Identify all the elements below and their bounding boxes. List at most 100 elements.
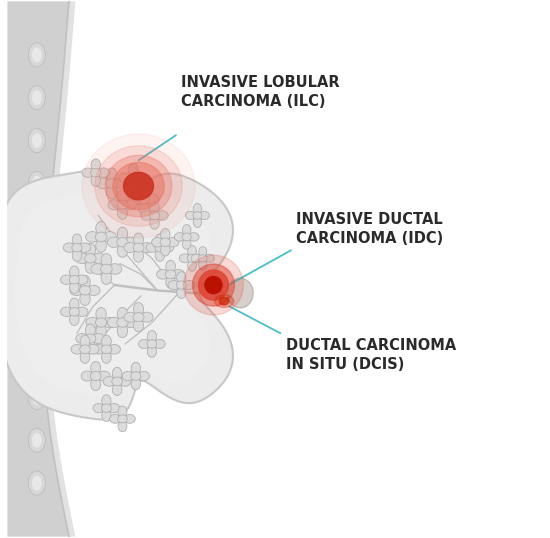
Ellipse shape [160, 238, 170, 246]
Ellipse shape [199, 270, 228, 300]
Ellipse shape [192, 264, 234, 306]
Ellipse shape [76, 307, 88, 316]
Ellipse shape [128, 173, 139, 182]
Ellipse shape [32, 305, 42, 320]
Ellipse shape [153, 339, 165, 349]
Ellipse shape [124, 414, 135, 423]
Ellipse shape [112, 367, 122, 380]
Ellipse shape [119, 377, 131, 386]
Ellipse shape [133, 313, 144, 322]
Ellipse shape [155, 249, 164, 261]
Ellipse shape [134, 233, 144, 246]
Polygon shape [0, 171, 233, 420]
Ellipse shape [32, 218, 42, 233]
Ellipse shape [112, 383, 122, 395]
Ellipse shape [28, 214, 46, 238]
Ellipse shape [97, 371, 110, 381]
Ellipse shape [183, 224, 191, 235]
Ellipse shape [179, 254, 190, 263]
Ellipse shape [155, 234, 164, 246]
Ellipse shape [91, 362, 101, 374]
Ellipse shape [32, 133, 42, 148]
Ellipse shape [157, 270, 169, 279]
Ellipse shape [117, 200, 128, 209]
Ellipse shape [188, 260, 196, 271]
Ellipse shape [93, 404, 104, 413]
Ellipse shape [97, 168, 109, 178]
Ellipse shape [85, 260, 96, 273]
Ellipse shape [80, 292, 90, 306]
Ellipse shape [96, 222, 106, 235]
Ellipse shape [193, 203, 201, 214]
Polygon shape [14, 193, 210, 397]
Ellipse shape [199, 260, 207, 270]
Ellipse shape [167, 238, 179, 247]
Ellipse shape [193, 212, 202, 219]
Ellipse shape [135, 173, 148, 183]
Ellipse shape [147, 340, 157, 348]
Ellipse shape [90, 372, 101, 380]
Ellipse shape [204, 254, 215, 263]
Ellipse shape [72, 234, 82, 246]
Ellipse shape [118, 421, 127, 431]
Ellipse shape [161, 229, 170, 240]
Ellipse shape [122, 371, 134, 381]
Ellipse shape [119, 173, 131, 183]
Ellipse shape [193, 217, 201, 228]
Ellipse shape [85, 243, 96, 257]
Ellipse shape [28, 171, 46, 195]
Ellipse shape [32, 47, 42, 62]
Text: INVASIVE DUCTAL
CARCINOMA (IDC): INVASIVE DUCTAL CARCINOMA (IDC) [296, 212, 444, 246]
Ellipse shape [118, 207, 128, 220]
Ellipse shape [60, 307, 73, 316]
Ellipse shape [102, 335, 111, 348]
Ellipse shape [82, 168, 94, 178]
Ellipse shape [102, 410, 111, 421]
Ellipse shape [174, 232, 185, 241]
Ellipse shape [124, 172, 153, 200]
Ellipse shape [129, 194, 142, 204]
Ellipse shape [63, 243, 75, 252]
Ellipse shape [199, 211, 210, 220]
Ellipse shape [102, 395, 111, 407]
Ellipse shape [101, 264, 112, 274]
Ellipse shape [80, 345, 90, 353]
Ellipse shape [76, 275, 88, 285]
Ellipse shape [102, 351, 111, 363]
Ellipse shape [131, 372, 141, 380]
Ellipse shape [147, 330, 157, 342]
Ellipse shape [103, 231, 117, 242]
Ellipse shape [155, 243, 165, 252]
Ellipse shape [28, 385, 46, 409]
Ellipse shape [177, 272, 186, 284]
Ellipse shape [168, 280, 180, 289]
Ellipse shape [117, 324, 128, 337]
Ellipse shape [32, 261, 42, 277]
Polygon shape [7, 2, 69, 536]
Ellipse shape [177, 281, 186, 289]
Ellipse shape [141, 211, 153, 220]
Ellipse shape [131, 362, 141, 374]
Ellipse shape [134, 302, 144, 315]
Ellipse shape [162, 243, 174, 252]
Ellipse shape [95, 318, 107, 327]
Ellipse shape [134, 250, 144, 262]
Ellipse shape [81, 371, 94, 381]
Ellipse shape [32, 433, 42, 448]
Ellipse shape [188, 232, 199, 241]
Ellipse shape [138, 371, 150, 381]
Ellipse shape [140, 312, 153, 322]
Ellipse shape [117, 307, 128, 321]
Ellipse shape [117, 318, 128, 327]
Ellipse shape [182, 233, 191, 240]
Ellipse shape [139, 339, 150, 349]
Ellipse shape [146, 243, 158, 252]
Ellipse shape [227, 278, 253, 308]
Ellipse shape [172, 270, 185, 279]
Ellipse shape [124, 200, 137, 210]
Ellipse shape [156, 211, 168, 220]
Ellipse shape [70, 285, 83, 295]
Ellipse shape [32, 176, 42, 191]
Ellipse shape [87, 344, 99, 354]
Ellipse shape [96, 239, 106, 252]
